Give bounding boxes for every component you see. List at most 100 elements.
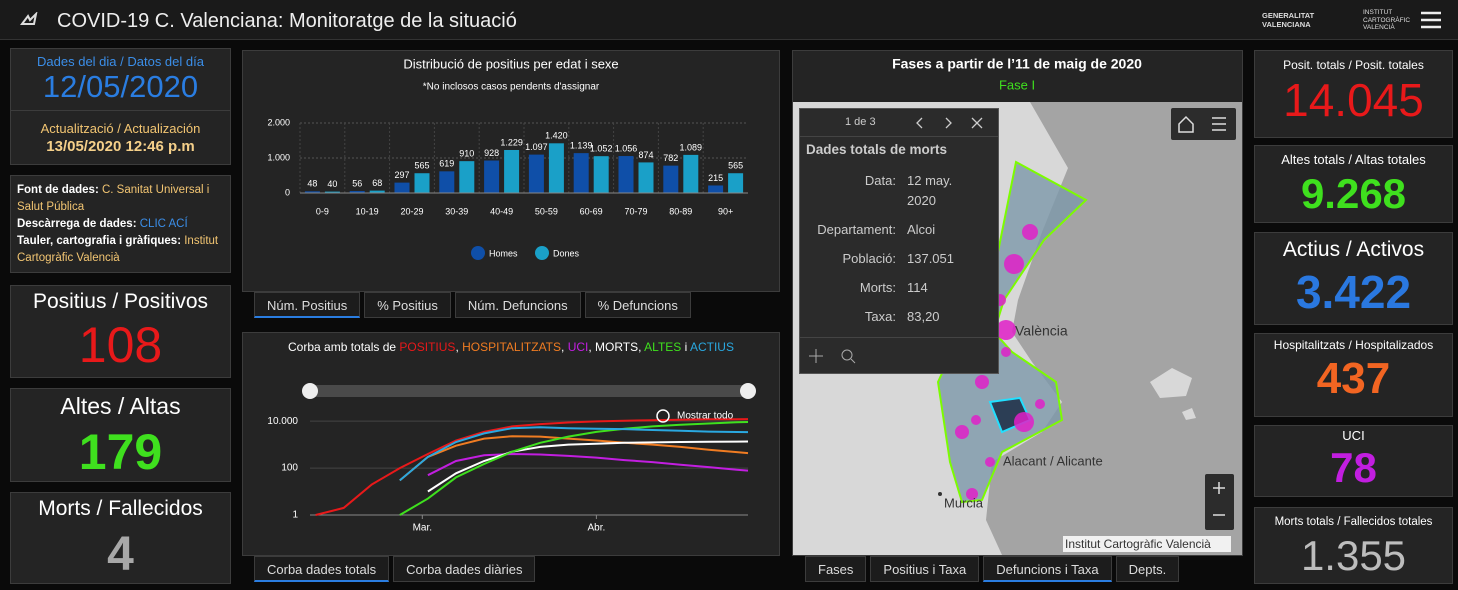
annotation[interactable]: Mostrar todo xyxy=(677,411,734,422)
value-label: 48 xyxy=(307,179,317,189)
map-popup: 1 de 3 Dades totals de morts Data: 12 may… xyxy=(799,108,999,374)
x-tick-label: 0-9 xyxy=(316,206,329,216)
y-tick-label: 100 xyxy=(281,463,298,474)
line-chart-panel xyxy=(242,332,780,556)
header: COVID-19 C. Valenciana: Monitoratge de l… xyxy=(0,0,1458,40)
title-series: ACTIUS xyxy=(690,340,734,354)
logo-text: VALENCIANA xyxy=(1262,20,1311,29)
bar xyxy=(638,162,654,193)
kpi-value: 179 xyxy=(78,424,163,480)
value-label: 910 xyxy=(459,149,474,159)
map-label: València xyxy=(1015,323,1068,339)
value-label: 68 xyxy=(372,178,382,188)
title-series: POSITIUS xyxy=(399,340,455,354)
field-label: Departament: xyxy=(817,222,896,237)
legend-button[interactable] xyxy=(1212,117,1226,131)
value-label: 215 xyxy=(708,173,723,183)
bar-tabs: Núm. Positius% Positius Núm. Defuncions% … xyxy=(254,292,691,318)
chart-subtitle: *No inclosos casos pendents d'assignar xyxy=(423,82,600,93)
tab[interactable]: Fases xyxy=(805,556,867,582)
logo-text: INSTITUT xyxy=(1363,9,1393,16)
x-tick-label: 70-79 xyxy=(624,206,647,216)
popup-footer xyxy=(800,337,998,373)
logo-gva: GENERALITAT VALENCIANA xyxy=(1262,11,1314,29)
tab[interactable]: Corba dades totals xyxy=(254,556,390,582)
field-label: Data: xyxy=(864,173,896,188)
title-text: i xyxy=(681,340,690,354)
header-title: COVID-19 C. Valenciana: Monitoratge de l… xyxy=(57,10,517,32)
field-value: 12 may. 2020 xyxy=(907,173,953,208)
popup-actions[interactable] xyxy=(808,348,868,364)
kpi-panel: Morts totals / Fallecidos totales 1.355 xyxy=(1254,507,1453,584)
title-text: , xyxy=(455,340,462,354)
x-tick-label: 50-59 xyxy=(535,206,558,216)
tab[interactable]: % Defuncions xyxy=(584,292,691,318)
logo-text: GENERALITAT xyxy=(1262,11,1315,20)
bar xyxy=(708,185,724,193)
field-value: 114 xyxy=(907,280,928,295)
update-label: Actualització / Actualización xyxy=(40,121,201,136)
map-tabs: Fases Positius i Taxa Defuncions i Taxa Dep… xyxy=(805,556,1180,582)
value-label: 1.052 xyxy=(590,144,613,154)
value-label: 40 xyxy=(327,179,337,189)
bar xyxy=(573,153,589,193)
kpi-panel: Altes totals / Altas totales 9.268 xyxy=(1254,145,1453,223)
kpi-panel: Morts / Fallecidos 4 xyxy=(10,492,231,584)
source-value: C. Sanitat Universal i Salut Pública xyxy=(17,184,210,213)
y-tick-label: 10.000 xyxy=(267,416,298,427)
range-slider xyxy=(310,385,748,397)
kpi-value: 14.045 xyxy=(1283,74,1424,126)
title-series: MORTS xyxy=(595,340,638,354)
popup-row: Taxa: 83,20 xyxy=(800,307,998,327)
field-value: 137.051 xyxy=(907,251,954,266)
slider-handle[interactable] xyxy=(740,383,756,399)
bar xyxy=(618,156,634,193)
bar xyxy=(593,156,609,193)
tab[interactable]: % Positius xyxy=(364,292,451,318)
slider-handle[interactable] xyxy=(302,383,318,399)
tab[interactable]: Núm. Positius xyxy=(254,292,361,318)
tab[interactable]: Positius i Taxa xyxy=(870,556,980,582)
source-label: Font de dades: xyxy=(17,184,99,196)
home-button[interactable] xyxy=(1178,115,1194,133)
title-text: Corba amb totals de xyxy=(288,340,399,354)
bar xyxy=(394,182,410,193)
popup-pager: 1 de 3 xyxy=(845,116,876,128)
popup-row: Departament: Alcoi xyxy=(800,220,998,240)
menu-button[interactable] xyxy=(1420,10,1442,30)
tab[interactable]: Defuncions i Taxa xyxy=(983,556,1112,582)
kpi-value: 4 xyxy=(107,528,134,581)
value-label: 1.139 xyxy=(570,141,593,151)
popup-nav[interactable] xyxy=(912,115,992,131)
download-link[interactable]: CLIC ACÍ xyxy=(139,218,188,230)
update-value: 13/05/2020 12:46 p.m xyxy=(46,138,195,155)
map-title: Fases a partir de l’11 de maig de 2020 xyxy=(892,56,1142,72)
y-tick-label: 0 xyxy=(285,187,290,197)
kpi-label: Actius / Activos xyxy=(1282,238,1425,261)
sources-panel: Font de dades: C. Sanitat Universal i Sa… xyxy=(10,175,231,273)
value-label: 565 xyxy=(414,161,429,171)
bar xyxy=(439,171,455,193)
app-icon xyxy=(20,12,38,25)
value-label: 1.420 xyxy=(545,131,568,141)
tab[interactable]: Núm. Defuncions xyxy=(454,292,581,318)
kpi-value: 437 xyxy=(1316,354,1391,403)
tab[interactable]: Corba dades diàries xyxy=(393,556,536,582)
source-label: Descàrrega de dades: xyxy=(17,218,137,230)
map-island xyxy=(1182,408,1196,420)
field-value: 83,20 xyxy=(907,309,940,324)
kpi-panel: UCI 78 xyxy=(1254,425,1453,497)
x-tick-label: 40-49 xyxy=(490,206,513,216)
x-tick-label: 20-29 xyxy=(400,206,423,216)
kpi-label: Altes totals / Altas totales xyxy=(1281,152,1426,167)
popup-fields: Data: 12 may. 2020 Departament: Alcoi Poblac… xyxy=(800,171,998,336)
title-text: , xyxy=(561,340,568,354)
zoom-icon xyxy=(656,409,670,423)
tab[interactable]: Depts. xyxy=(1115,556,1180,582)
zoom-in[interactable] xyxy=(1213,482,1225,494)
legend-label: Dones xyxy=(553,248,580,258)
x-tick-label: 90+ xyxy=(718,206,733,216)
popup-row: Data: 12 may. 2020 xyxy=(800,171,998,211)
